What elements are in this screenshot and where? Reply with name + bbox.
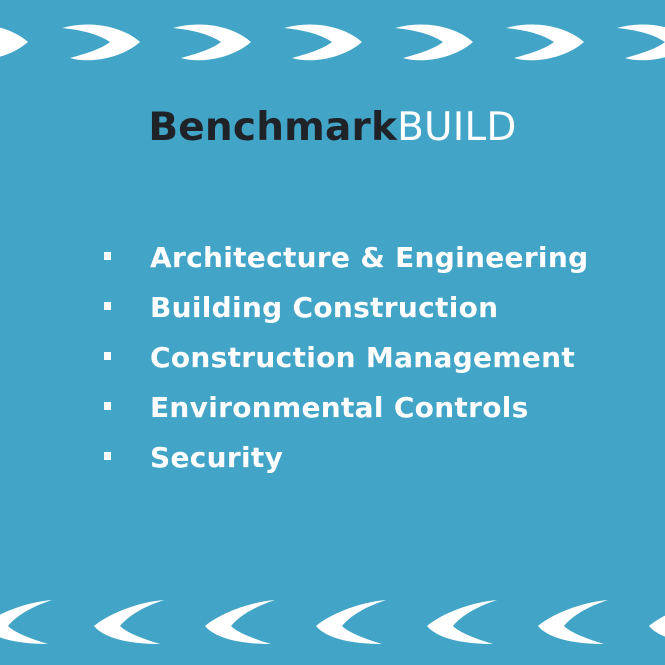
square-bullet-icon — [104, 252, 111, 260]
swoosh-left-icon — [94, 600, 164, 644]
bottom-swoosh-border — [0, 600, 665, 644]
swoosh-right-icon — [506, 24, 584, 61]
service-label: Construction Management — [150, 341, 576, 374]
swoosh-right-icon — [284, 24, 362, 61]
swoosh-left-icon — [0, 600, 52, 644]
square-bullet-icon — [104, 352, 111, 360]
top-swoosh-border — [0, 24, 665, 61]
swoosh-left-icon — [427, 600, 497, 644]
brand-name-build: BUILD — [397, 105, 517, 150]
swoosh-left-icon — [205, 600, 275, 644]
swoosh-right-icon — [0, 27, 28, 57]
swoosh-left-icon — [538, 600, 608, 644]
service-label: Security — [150, 441, 284, 474]
swoosh-right-icon — [173, 24, 251, 61]
service-label: Building Construction — [150, 291, 499, 324]
swoosh-right-icon — [62, 24, 140, 61]
square-bullet-icon — [104, 402, 111, 410]
brand-logo: BenchmarkBUILD — [0, 103, 665, 153]
service-label: Architecture & Engineering — [150, 241, 589, 274]
swoosh-right-icon — [617, 24, 665, 61]
swoosh-left-icon — [316, 600, 386, 644]
brand-name-benchmark: Benchmark — [148, 105, 398, 150]
swoosh-left-icon — [649, 615, 665, 637]
square-bullet-icon — [104, 302, 111, 310]
swoosh-right-icon — [395, 24, 473, 61]
square-bullet-icon — [104, 452, 111, 460]
service-label: Environmental Controls — [150, 391, 529, 424]
